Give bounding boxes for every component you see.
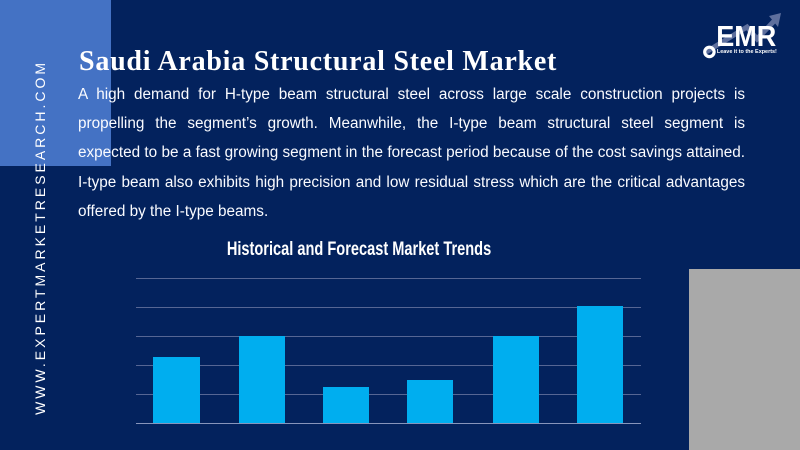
svg-text:Leave it to the Experts!: Leave it to the Experts!: [717, 49, 777, 55]
svg-text:EMR: EMR: [716, 21, 776, 53]
